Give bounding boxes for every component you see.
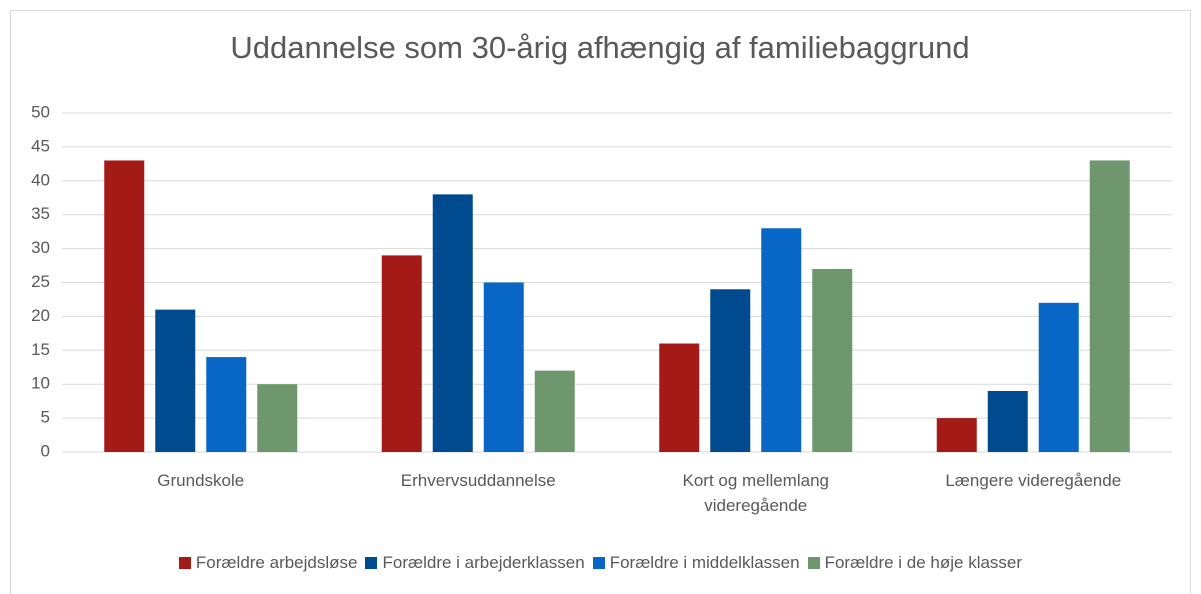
y-tick-label: 0: [41, 441, 50, 460]
y-tick-label: 30: [31, 238, 50, 257]
bar: [206, 357, 247, 452]
bar: [155, 309, 196, 452]
legend-label: Forældre i middelklassen: [609, 553, 800, 572]
legend-label: Forældre i arbejderklassen: [382, 553, 585, 572]
bar: [812, 268, 853, 452]
x-tick-label: Grundskole: [157, 471, 245, 490]
x-tick-label: Længere videregående: [945, 471, 1122, 490]
y-tick-label: 45: [31, 136, 50, 155]
y-tick-label: 35: [31, 204, 50, 223]
bar: [381, 255, 422, 452]
chart-frame: [10, 10, 1191, 594]
y-tick-label: 15: [31, 340, 50, 359]
legend-label: Forældre i de høje klasser: [824, 553, 1023, 572]
bar: [710, 289, 751, 452]
bar: [104, 160, 145, 452]
bar: [936, 418, 977, 452]
bar: [483, 282, 524, 452]
legend-label: Forældre arbejdsløse: [195, 553, 358, 572]
bar: [1038, 302, 1079, 452]
bar: [761, 228, 802, 452]
y-tick-label: 10: [31, 374, 50, 393]
bar: [257, 384, 298, 452]
legend-item: Forældre arbejdsløse: [178, 553, 358, 573]
legend: Forældre arbejdsløse Forældre i arbejderk…: [0, 553, 1201, 573]
bar: [1089, 160, 1130, 452]
y-tick-label: 25: [31, 272, 50, 291]
bar: [534, 370, 575, 452]
legend-swatch: [365, 557, 378, 569]
legend-item: Forældre i de høje klasser: [807, 553, 1023, 573]
bar: [987, 390, 1028, 452]
y-tick-label: 50: [31, 102, 50, 121]
y-tick-label: 20: [31, 306, 50, 325]
legend-swatch: [807, 557, 820, 569]
y-tick-label: 40: [31, 170, 50, 189]
chart-title: Uddannelse som 30-årig afhængig af famil…: [230, 30, 969, 65]
legend-item: Forældre i arbejderklassen: [365, 553, 585, 573]
legend-swatch: [178, 557, 191, 569]
legend-item: Forældre i middelklassen: [592, 553, 800, 573]
y-tick-label: 5: [41, 408, 50, 427]
x-tick-label: Kort og mellemlang videregående: [682, 471, 829, 515]
legend-swatch: [592, 557, 605, 569]
bar: [432, 194, 473, 453]
bar: [659, 343, 700, 452]
x-tick-label: Erhvervsuddannelse: [400, 471, 556, 490]
